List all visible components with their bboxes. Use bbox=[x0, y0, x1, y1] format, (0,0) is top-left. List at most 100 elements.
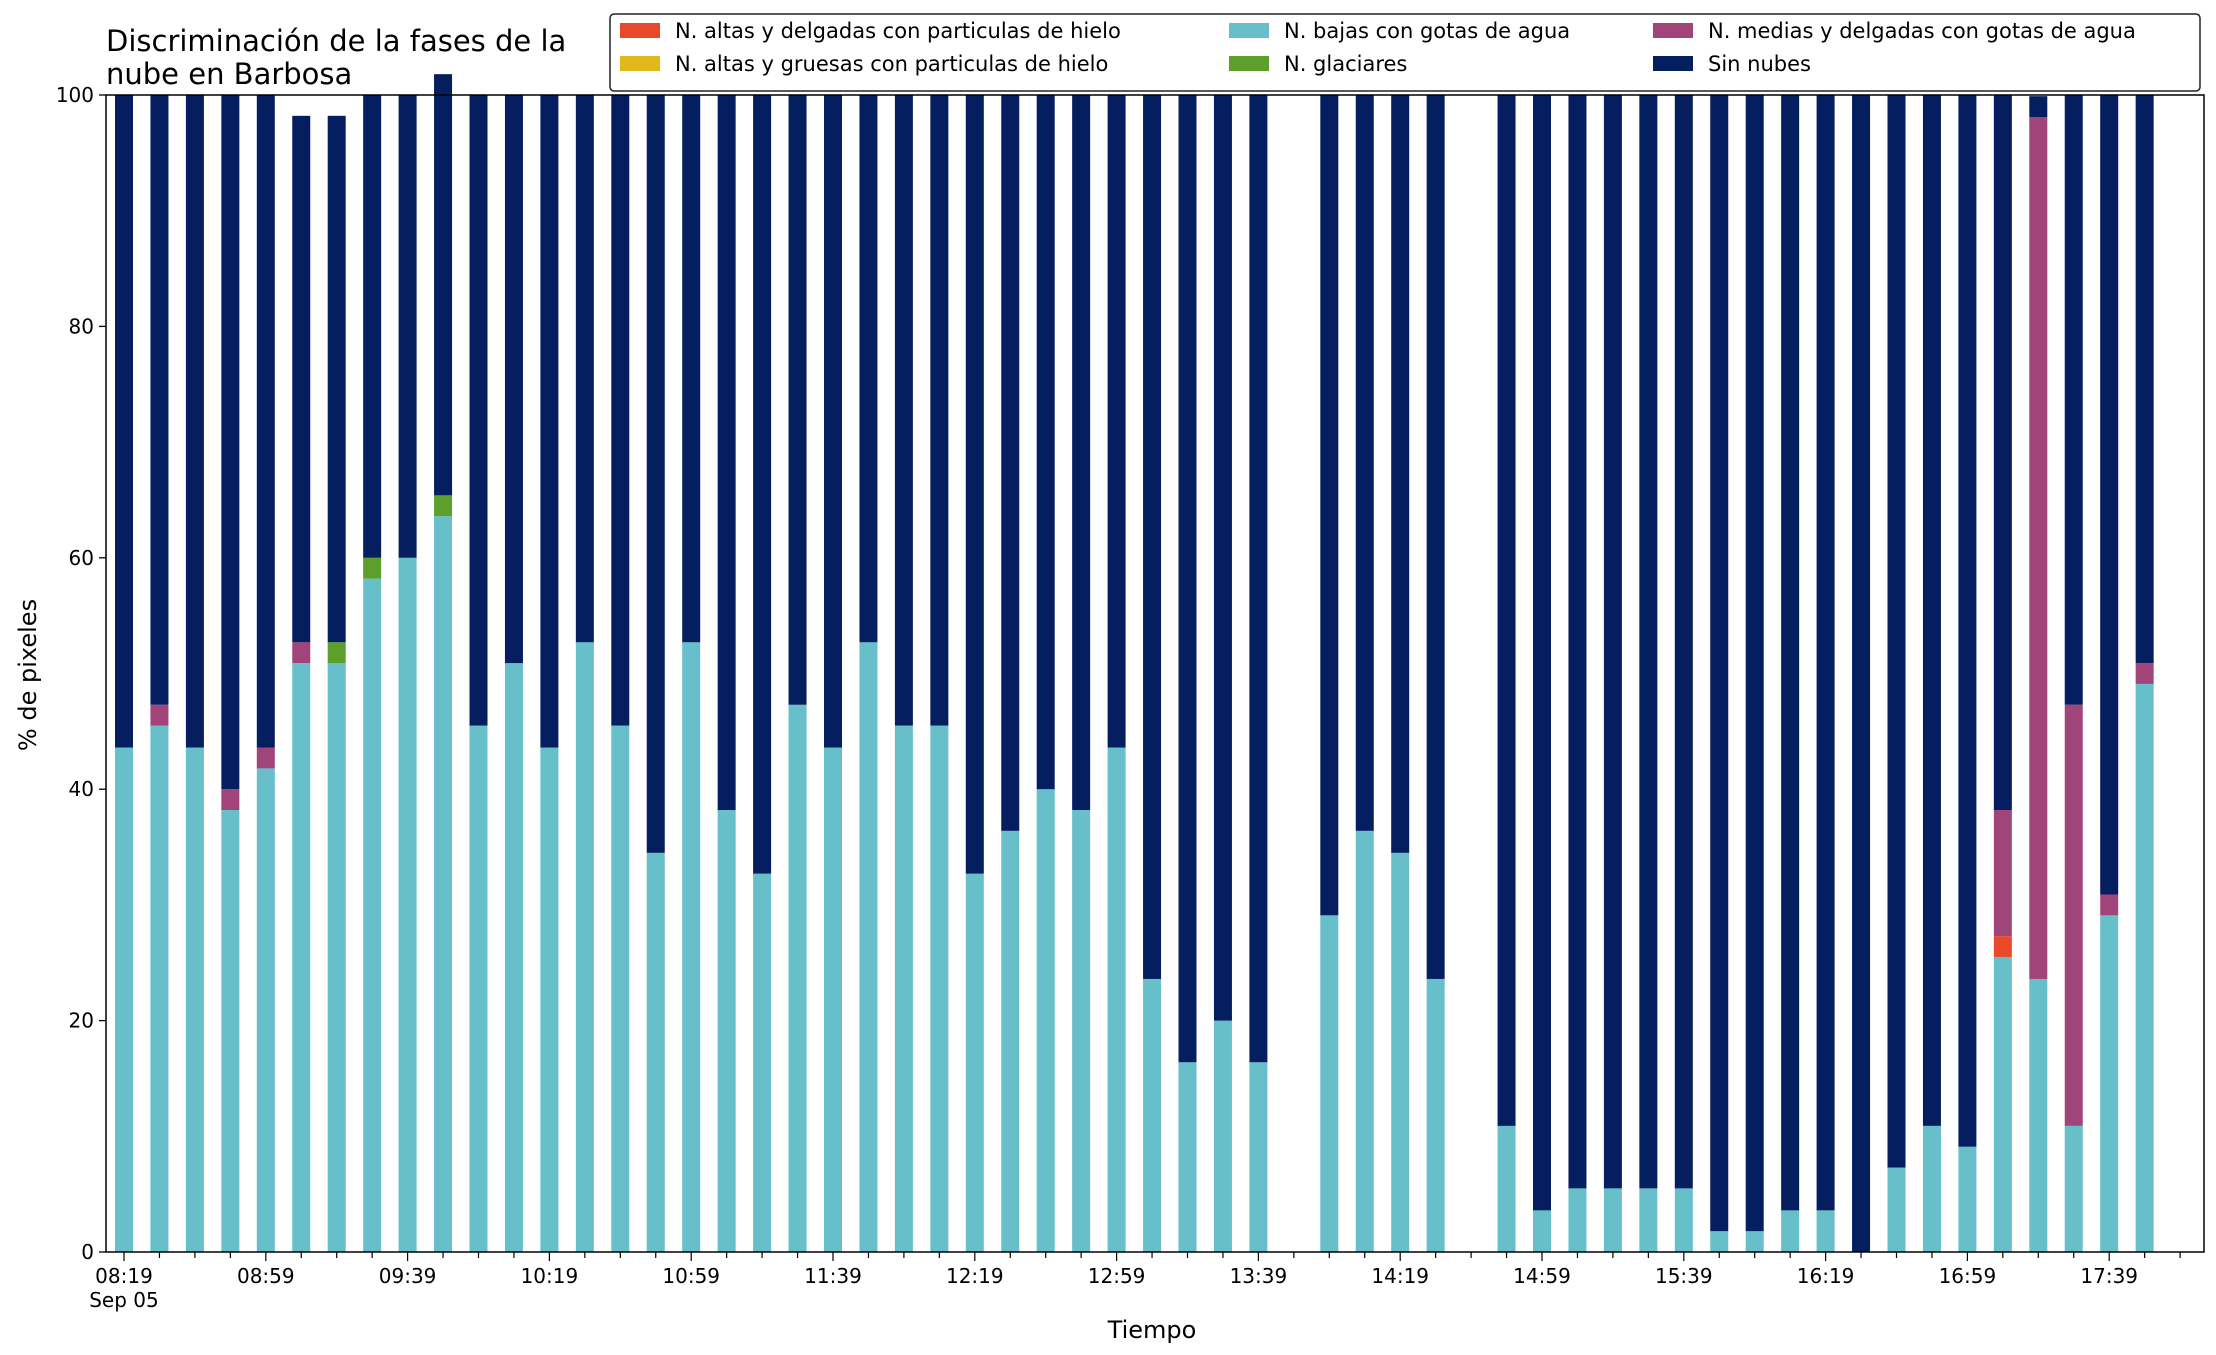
bar-segment bbox=[930, 725, 949, 1252]
bar-segment bbox=[327, 642, 346, 664]
bar-segment bbox=[2135, 683, 2154, 1252]
bar-segment bbox=[1781, 95, 1800, 1211]
bar-segment bbox=[1320, 915, 1339, 1252]
legend-swatch bbox=[1229, 56, 1269, 71]
bar-segment bbox=[221, 810, 240, 1252]
legend-swatch bbox=[620, 56, 660, 71]
bar-segment bbox=[327, 115, 346, 643]
bar-segment bbox=[859, 642, 878, 1252]
x-tick-label: 08:59 bbox=[237, 1264, 295, 1288]
bar-segment bbox=[2100, 95, 2119, 895]
bar-segment bbox=[1426, 95, 1445, 979]
bar-segment bbox=[1497, 95, 1516, 1126]
chart-title-line-2: nube en Barbosa bbox=[106, 57, 352, 91]
x-tick-label: 11:39 bbox=[804, 1264, 862, 1288]
bar-segment bbox=[1781, 1210, 1800, 1252]
bar-segment bbox=[1001, 830, 1020, 1252]
bar-segment bbox=[1639, 95, 1658, 1189]
bar-segment bbox=[646, 95, 665, 853]
bars-layer bbox=[115, 74, 2154, 1252]
bar-segment bbox=[611, 725, 630, 1252]
bar-segment bbox=[1178, 1062, 1197, 1252]
bar-segment bbox=[1036, 95, 1055, 790]
x-tick-label: 10:19 bbox=[521, 1264, 579, 1288]
y-tick-label: 20 bbox=[69, 1009, 94, 1033]
bar-segment bbox=[1745, 95, 1764, 1232]
bar-segment bbox=[1213, 95, 1232, 1021]
y-tick-label: 40 bbox=[69, 777, 94, 801]
bar-segment bbox=[894, 95, 913, 726]
bar-segment bbox=[859, 95, 878, 643]
bar-segment bbox=[788, 95, 807, 705]
bar-segment bbox=[1993, 810, 2012, 937]
bar-segment bbox=[646, 852, 665, 1252]
x-tick-label: 09:39 bbox=[379, 1264, 437, 1288]
bar-segment bbox=[575, 642, 594, 1252]
bar-segment bbox=[1143, 978, 1162, 1252]
bar-segment bbox=[753, 873, 772, 1252]
legend: N. altas y delgadas con particulas de hi… bbox=[609, 13, 2201, 92]
x-tick-label: 10:59 bbox=[662, 1264, 720, 1288]
bar-segment bbox=[894, 725, 913, 1252]
bar-segment bbox=[292, 663, 311, 1252]
bar-segment bbox=[504, 663, 523, 1252]
bar-segment bbox=[221, 95, 240, 790]
bar-segment bbox=[1745, 1231, 1764, 1252]
x-tick-label: 16:59 bbox=[1939, 1264, 1997, 1288]
x-tick-label: 14:59 bbox=[1513, 1264, 1571, 1288]
bar-segment bbox=[1213, 1020, 1232, 1252]
bar-segment bbox=[221, 789, 240, 811]
x-tick-label: 12:19 bbox=[946, 1264, 1004, 1288]
bar-segment bbox=[2064, 95, 2083, 705]
legend-label: N. medias y delgadas con gotas de agua bbox=[1708, 19, 2136, 43]
bar-segment bbox=[1568, 95, 1587, 1189]
bar-segment bbox=[1072, 810, 1091, 1252]
bar-segment bbox=[1568, 1188, 1587, 1252]
bar-segment bbox=[1639, 1188, 1658, 1252]
bar-segment bbox=[824, 95, 842, 748]
bar-segment bbox=[363, 578, 382, 1252]
bar-segment bbox=[2029, 978, 2048, 1252]
bar-segment bbox=[504, 95, 523, 664]
bar-segment bbox=[2029, 96, 2048, 117]
y-tick-label: 100 bbox=[56, 83, 94, 107]
bar-segment bbox=[824, 747, 842, 1252]
plot-frame bbox=[105, 94, 2205, 1253]
bar-segment bbox=[1887, 1167, 1906, 1252]
bar-segment bbox=[1993, 95, 2012, 811]
bar-segment bbox=[434, 74, 453, 496]
bar-segment bbox=[1533, 95, 1551, 1211]
bar-segment bbox=[611, 95, 630, 726]
bar-segment bbox=[2100, 894, 2119, 916]
bar-segment bbox=[185, 95, 204, 748]
bar-segment bbox=[965, 95, 984, 874]
bar-segment bbox=[256, 95, 275, 748]
x-tick-label: 16:19 bbox=[1797, 1264, 1855, 1288]
x-tick-label: 13:39 bbox=[1230, 1264, 1288, 1288]
legend-box bbox=[609, 13, 2201, 92]
bar-segment bbox=[1426, 978, 1445, 1252]
x-axis-title: Tiempo bbox=[1107, 1316, 1197, 1344]
y-tick-label: 0 bbox=[81, 1240, 94, 1264]
legend-label: N. glaciares bbox=[1284, 52, 1407, 76]
legend-label: N. altas y delgadas con particulas de hi… bbox=[675, 19, 1121, 43]
bar-segment bbox=[2135, 663, 2154, 684]
y-tick-label: 80 bbox=[69, 314, 94, 338]
bar-segment bbox=[1497, 1125, 1516, 1252]
bar-segment bbox=[1993, 956, 2012, 1252]
bar-segment bbox=[1107, 747, 1126, 1252]
bar-segment bbox=[1603, 95, 1622, 1189]
bar-segment bbox=[1710, 95, 1729, 1232]
bar-segment bbox=[1533, 1210, 1551, 1252]
bar-segment bbox=[1143, 95, 1162, 979]
bar-segment bbox=[327, 663, 346, 1252]
bar-segment bbox=[1993, 936, 2012, 957]
bar-segment bbox=[575, 95, 594, 643]
bar-segment bbox=[540, 95, 559, 748]
bar-segment bbox=[1355, 95, 1374, 831]
bar-segment bbox=[965, 873, 984, 1252]
bar-segment bbox=[1710, 1231, 1729, 1252]
bar-segment bbox=[2064, 1125, 2083, 1252]
bar-segment bbox=[150, 725, 169, 1252]
